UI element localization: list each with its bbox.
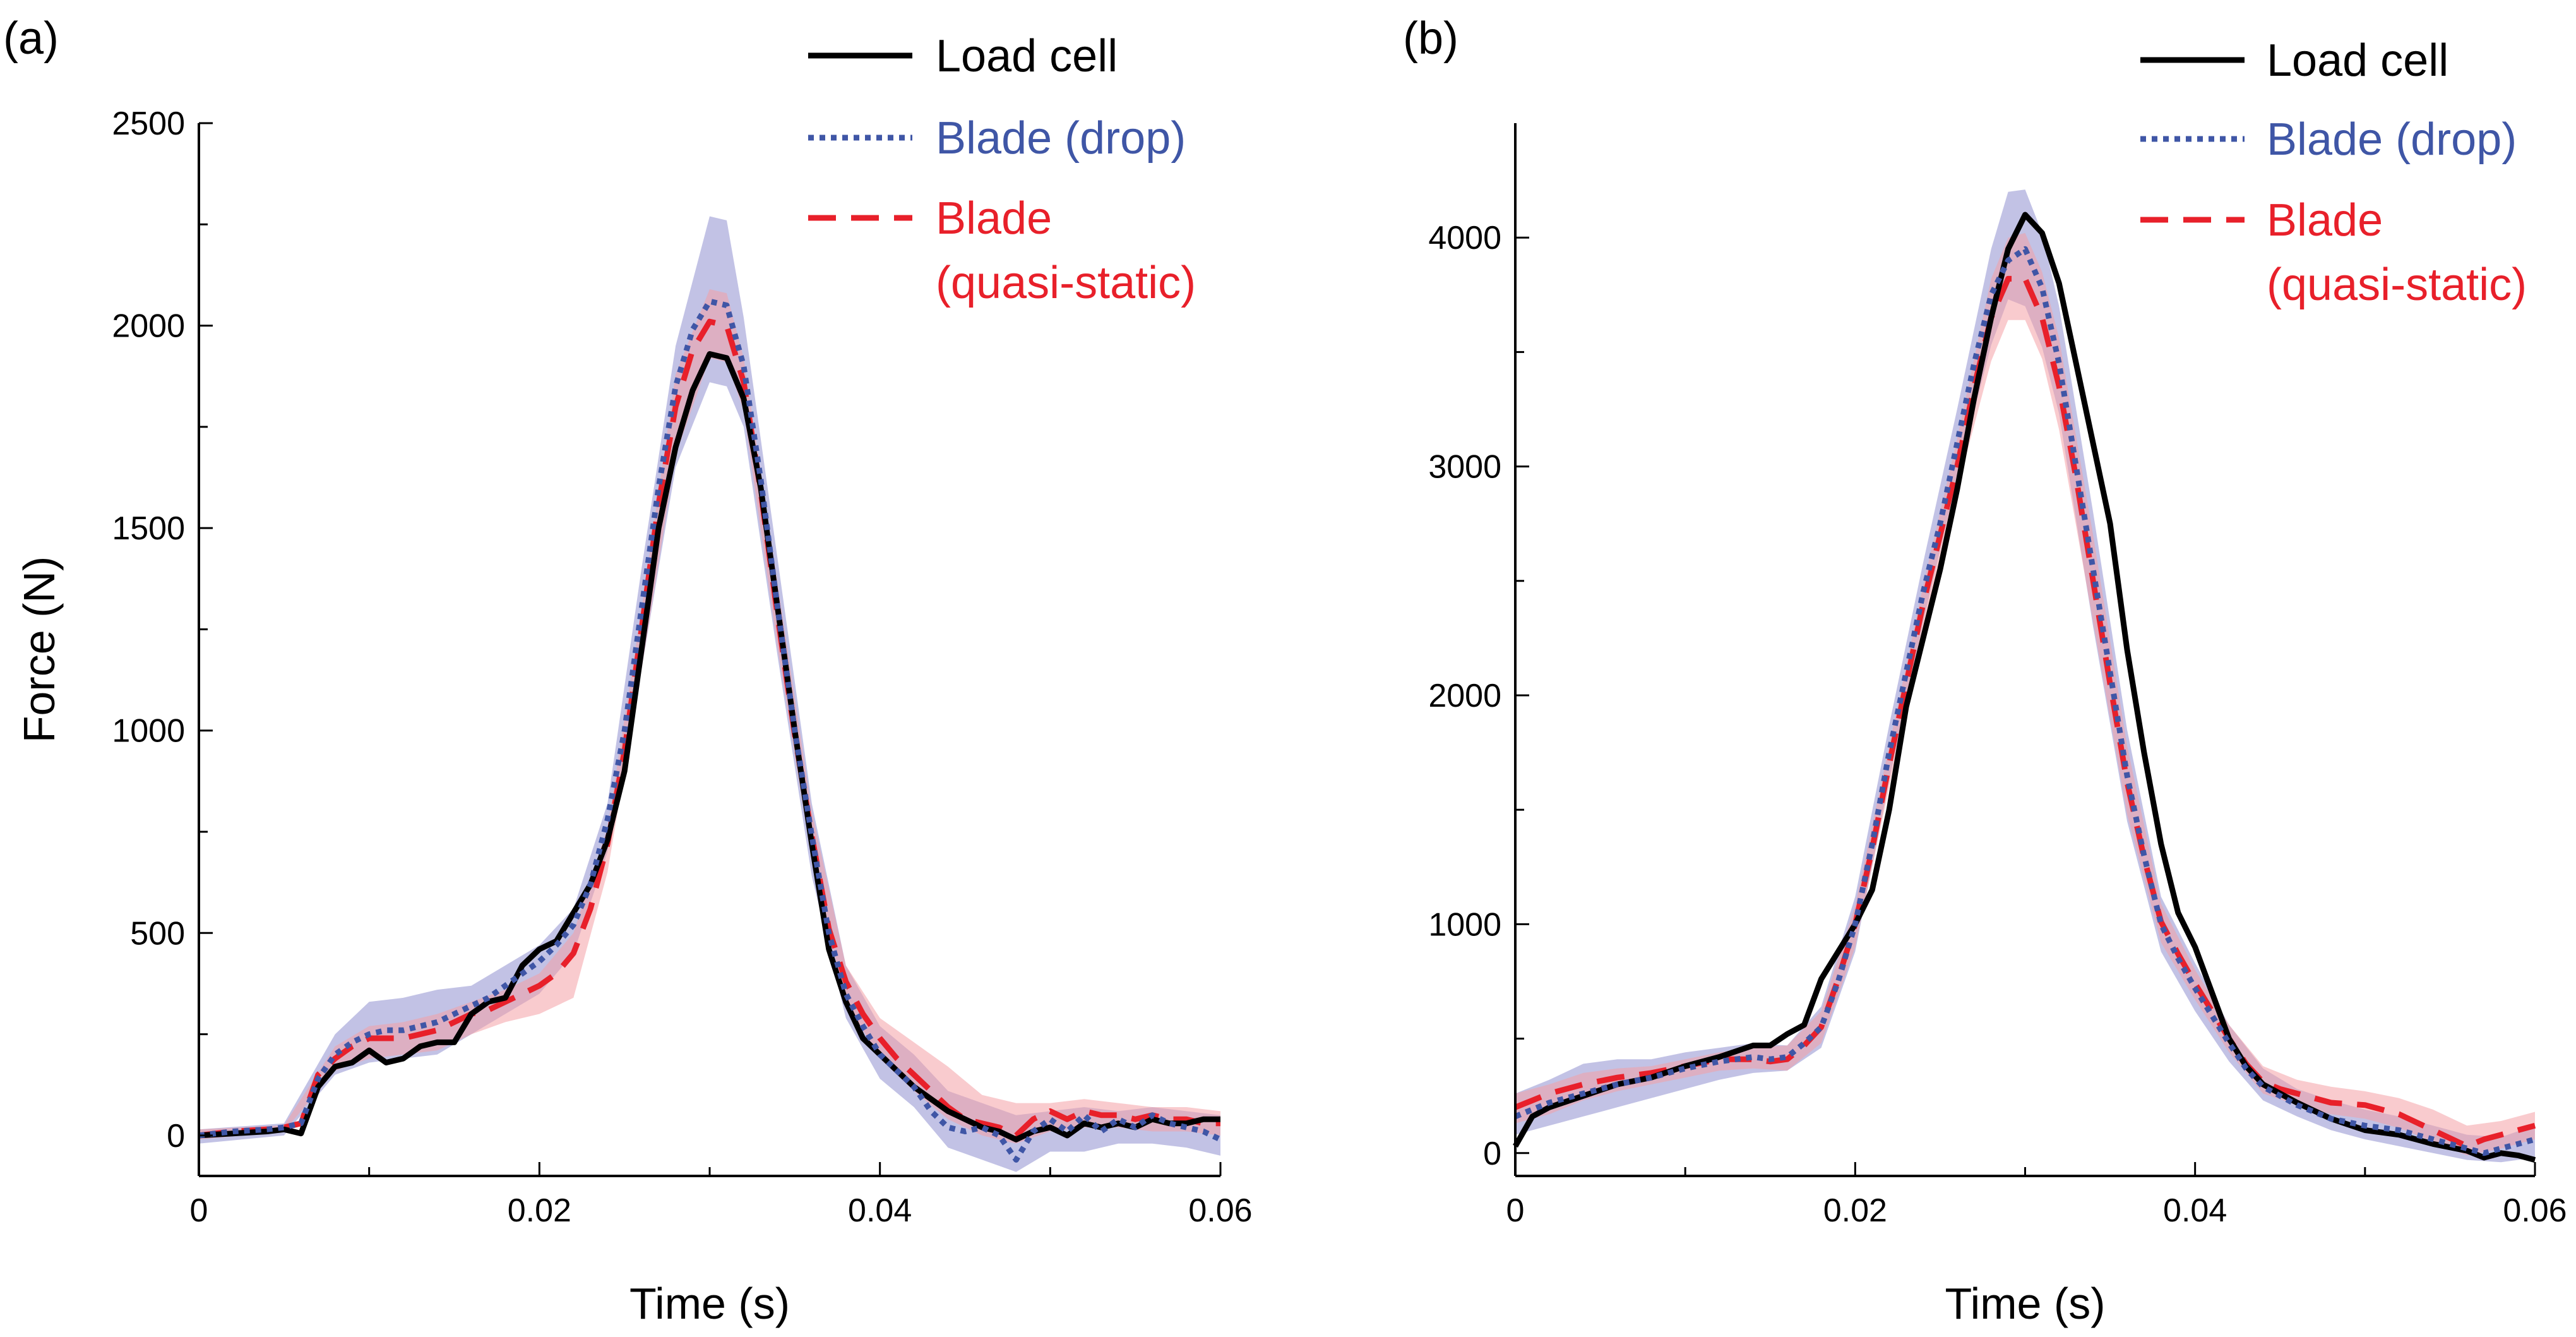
legend-label-blade-drop: Blade (drop) <box>2267 114 2517 165</box>
x-tick-label: 0 <box>190 1192 208 1229</box>
series-line-blade-quasi-static <box>1514 275 2536 1149</box>
x-axis-title: Time (s) <box>629 1279 790 1328</box>
legend: Load cell Blade (drop) Blade (quasi-static) <box>808 31 1196 308</box>
chart-panel-2: 0 1000 2000 3000 4000 0 0.02 0.04 0.06 Time (s) (b… <box>1403 13 2567 1328</box>
legend-label-blade-quasi-static-line2: (quasi-static) <box>936 258 1196 308</box>
series-line-blade-drop <box>1514 246 2536 1156</box>
legend-label-blade-drop: Blade (drop) <box>936 113 1186 164</box>
series-line-blade-drop <box>198 298 1222 1163</box>
legend: Load cell Blade (drop) Blade (quasi-static) <box>2140 35 2527 310</box>
series-line-load-cell <box>1513 212 2536 1163</box>
legend-label-load-cell: Load cell <box>936 31 1118 81</box>
panel-label: (b) <box>1403 13 1458 64</box>
range-band-band-quasi <box>199 289 1220 1144</box>
y-tick-label: 2000 <box>112 308 185 345</box>
x-tick-label: 0.04 <box>2163 1192 2227 1229</box>
y-tick-label: 1000 <box>112 713 185 750</box>
y-tick-label: 2000 <box>1428 678 1501 714</box>
y-tick-label: 4000 <box>1428 220 1501 256</box>
y-axis-title: Force (N) <box>15 556 64 743</box>
panel-label: (a) <box>3 13 59 64</box>
legend-label-load-cell: Load cell <box>2267 35 2448 86</box>
range-band-band-drop <box>1515 189 2535 1163</box>
legend-label-blade-quasi-static: Blade <box>2267 195 2383 246</box>
legend-label-blade-quasi-static: Blade <box>936 193 1052 244</box>
y-tick-label: 0 <box>167 1118 185 1154</box>
chart-panel-1: 0 500 1000 1500 2000 2500 0 0.02 0.04 0.06 Time (s… <box>3 13 1253 1328</box>
series-line-load-cell <box>198 351 1220 1142</box>
y-tick-label: 1000 <box>1428 906 1501 943</box>
x-axis-title: Time (s) <box>1945 1279 2105 1328</box>
range-band-band-quasi <box>1515 232 2535 1156</box>
series-line-blade-quasi-static <box>198 318 1220 1139</box>
x-tick-label: 0.06 <box>2503 1192 2567 1229</box>
x-tick-label: 0.02 <box>1823 1192 1887 1229</box>
y-tick-label: 2500 <box>112 105 185 142</box>
x-tick-label: 0 <box>1506 1192 1525 1229</box>
y-tick-label: 1500 <box>112 510 185 547</box>
y-tick-label: 0 <box>1483 1136 1501 1172</box>
x-tick-label: 0.04 <box>848 1192 912 1229</box>
x-tick-label: 0.02 <box>508 1192 571 1229</box>
x-tick-label: 0.06 <box>1188 1192 1252 1229</box>
y-tick-label: 3000 <box>1428 449 1501 486</box>
legend-label-blade-quasi-static-line2: (quasi-static) <box>2267 260 2527 310</box>
y-tick-label: 500 <box>130 915 185 952</box>
